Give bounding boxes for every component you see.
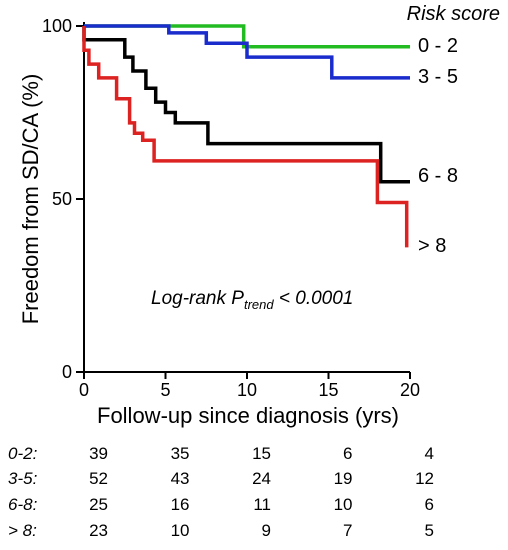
x-tick-label: 5 bbox=[160, 380, 170, 400]
x-tick-label: 10 bbox=[237, 380, 257, 400]
legend-title: Risk score bbox=[407, 3, 500, 25]
curve-2 bbox=[84, 24, 410, 80]
y-tick-label: 100 bbox=[42, 16, 72, 36]
risk-cell: 9 bbox=[262, 521, 271, 540]
axes: 0 50 100 0 5 10 15 20 bbox=[42, 16, 420, 400]
risk-table: 0-2: 39 35 15 6 4 3-5: 52 43 24 19 12 6-8: 25 16 11 10 6 >… bbox=[8, 444, 434, 540]
risk-cell: 11 bbox=[253, 495, 271, 514]
risk-group-label-3: 6 - 8 bbox=[418, 165, 458, 187]
risk-cell: 12 bbox=[415, 469, 434, 488]
risk-row-label: 0-2: bbox=[8, 444, 38, 463]
risk-row-label: > 8: bbox=[8, 521, 37, 540]
risk-cell: 43 bbox=[171, 469, 190, 488]
p-value-annotation: Log-rank Ptrend < 0.0001 bbox=[151, 288, 353, 312]
risk-cell: 19 bbox=[334, 469, 353, 488]
x-axis-title: Follow-up since diagnosis (yrs) bbox=[97, 403, 399, 428]
risk-cell: 10 bbox=[334, 495, 353, 514]
x-tick-label: 15 bbox=[318, 380, 338, 400]
risk-row-label: 3-5: bbox=[8, 469, 38, 488]
risk-cell: 39 bbox=[89, 444, 108, 463]
survival-curves bbox=[82, 24, 410, 248]
risk-cell: 52 bbox=[89, 469, 108, 488]
p-value-suffix: < 0.0001 bbox=[274, 288, 354, 309]
risk-cell: 4 bbox=[425, 444, 434, 463]
x-tick-label: 0 bbox=[79, 380, 89, 400]
y-tick-label: 0 bbox=[62, 362, 72, 382]
chart-labels: Follow-up since diagnosis (yrs) Freedom f… bbox=[18, 3, 500, 428]
y-axis-title: Freedom from SD/CA (%) bbox=[18, 74, 43, 325]
risk-group-label-1: 0 - 2 bbox=[418, 35, 458, 57]
risk-cell: 7 bbox=[343, 521, 352, 540]
risk-cell: 23 bbox=[89, 521, 108, 540]
risk-row-label: 6-8: bbox=[8, 495, 38, 514]
risk-cell: 15 bbox=[252, 444, 271, 463]
curve-4 bbox=[82, 26, 409, 248]
risk-group-label-4: > 8 bbox=[418, 235, 446, 257]
risk-cell: 6 bbox=[425, 495, 434, 514]
y-tick-label: 50 bbox=[52, 189, 72, 209]
risk-cell: 35 bbox=[171, 444, 190, 463]
risk-cell: 10 bbox=[171, 521, 190, 540]
x-tick-label: 20 bbox=[400, 380, 420, 400]
risk-cell: 6 bbox=[343, 444, 352, 463]
p-value-subscript: trend bbox=[244, 297, 274, 312]
p-value-prefix: Log-rank P bbox=[151, 288, 244, 309]
risk-cell: 25 bbox=[89, 495, 108, 514]
risk-cell: 16 bbox=[171, 495, 190, 514]
risk-cell: 5 bbox=[425, 521, 434, 540]
curve-3 bbox=[82, 26, 410, 184]
risk-cell: 24 bbox=[252, 469, 271, 488]
risk-group-label-2: 3 - 5 bbox=[418, 66, 458, 88]
